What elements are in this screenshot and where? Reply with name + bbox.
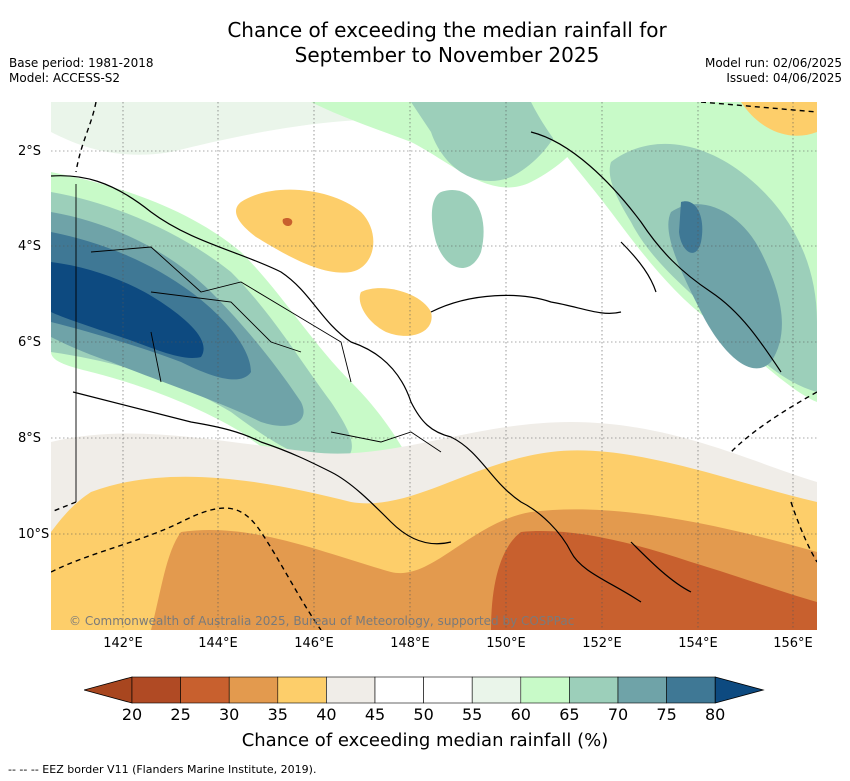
colorbar-segment-70-75 <box>617 676 667 704</box>
border-enga <box>150 291 302 353</box>
lon-label-150e: 150°E <box>486 636 526 651</box>
map-canvas <box>51 102 817 630</box>
bougainville-coast <box>620 241 657 293</box>
region-35-40-north <box>236 189 374 273</box>
issued-date: Issued: 04/06/2025 <box>726 71 842 85</box>
border-west-highlands <box>90 246 352 383</box>
region-75-80-east <box>679 201 703 253</box>
colorbar-tick-label: 65 <box>559 705 580 724</box>
colorbar-tick-label: 40 <box>316 705 337 724</box>
colorbar-segment-40-45 <box>326 676 376 704</box>
lat-label-10s: 10°S <box>18 527 50 542</box>
region-35-40-northeast <box>741 102 817 136</box>
region-65-70-east-island <box>431 190 484 269</box>
issue-info: Model run: 02/06/2025 Issued: 04/06/2025 <box>705 56 842 86</box>
colorbar-segment-50-55 <box>423 676 473 704</box>
eez-border-north-east <box>700 102 817 113</box>
colorbar-tick-label: 70 <box>607 705 629 724</box>
province-borders <box>75 184 442 502</box>
eez-border-east <box>730 391 817 453</box>
map-title: Chance of exceeding the median rainfall … <box>0 18 850 68</box>
colorbar-segment-25-30 <box>180 676 230 704</box>
model-info: Base period: 1981-2018 Model: ACCESS-S2 <box>9 56 154 86</box>
border-gulf <box>330 431 442 453</box>
louisiade-coast <box>630 541 692 593</box>
colorbar-segment-55-60 <box>471 676 522 704</box>
model-run: Model run: 02/06/2025 <box>704 56 842 70</box>
region-30-35-north <box>282 217 293 227</box>
lat-label-2s: 2°S <box>18 144 42 159</box>
colorbar-segment-65-70 <box>569 676 619 704</box>
lon-label-144e: 144°E <box>198 636 238 651</box>
colorbar-tick-label: 45 <box>364 705 386 724</box>
lon-label-154e: 154°E <box>678 636 718 651</box>
colorbar-segments <box>84 676 765 704</box>
colorbar-arrow-high <box>714 676 765 704</box>
colorbar-tick-label: 55 <box>462 705 483 724</box>
copyright-notice: © Commonwealth of Australia 2025, Bureau… <box>69 614 575 628</box>
colorbar-tick-label: 25 <box>170 705 191 724</box>
model-name: Model: ACCESS-S2 <box>9 71 121 85</box>
colorbar-tick-label: 30 <box>219 705 240 724</box>
eez-border-west <box>51 501 77 513</box>
base-period: Base period: 1981-2018 <box>9 56 154 70</box>
title-line-2: September to November 2025 <box>294 43 600 67</box>
eez-border-north-west <box>75 102 97 173</box>
colorbar-segment-35-40 <box>277 676 327 704</box>
eez-footnote: -- -- -- EEZ border V11 (Flanders Marine… <box>8 763 317 776</box>
colorbar-tick-label: 20 <box>121 705 143 724</box>
eez-border-south-east <box>790 501 817 563</box>
region-above-80-west <box>51 262 204 358</box>
title-line-1: Chance of exceeding the median rainfall … <box>227 18 667 42</box>
colorbar-segment-75-80 <box>666 676 716 704</box>
colorbar-segment-20-25 <box>131 676 181 704</box>
lon-label-146e: 146°E <box>294 636 334 651</box>
lat-label-6s: 6°S <box>18 335 42 350</box>
lon-label-152e: 152°E <box>582 636 622 651</box>
colorbar-label: Chance of exceeding median rainfall (%) <box>241 730 609 751</box>
eez-borders <box>51 102 817 630</box>
region-35-40-central <box>359 288 432 336</box>
new-britain-coast <box>430 294 622 314</box>
colorbar-tick-label: 60 <box>510 705 531 724</box>
new-ireland-coast <box>530 131 782 373</box>
lat-label-4s: 4°S <box>18 239 42 254</box>
colorbar-segment-60-65 <box>520 676 570 704</box>
colorbar <box>84 676 765 704</box>
colorbar-tick-label: 75 <box>656 705 677 724</box>
lon-label-156e: 156°E <box>773 636 813 651</box>
colorbar-segment-45-50 <box>374 676 424 704</box>
colorbar-tick-label: 35 <box>267 705 288 724</box>
lon-label-148e: 148°E <box>390 636 430 651</box>
colorbar-arrow-low <box>84 676 133 704</box>
lon-label-142e: 142°E <box>103 636 143 651</box>
colorbar-segment-30-35 <box>228 676 279 704</box>
lat-label-8s: 8°S <box>18 431 42 446</box>
new-guinea-north-coast <box>51 175 642 603</box>
coastlines <box>51 131 782 603</box>
region-65-70-north <box>411 102 571 181</box>
rainfall-map: © Commonwealth of Australia 2025, Bureau… <box>51 102 817 630</box>
eez-border-south-west <box>51 507 322 630</box>
new-guinea-south-coast <box>72 391 452 545</box>
colorbar-tick-label: 50 <box>413 705 434 724</box>
graticule <box>51 102 817 630</box>
border-southern <box>150 331 162 383</box>
colorbar-tick-label: 80 <box>705 705 726 724</box>
